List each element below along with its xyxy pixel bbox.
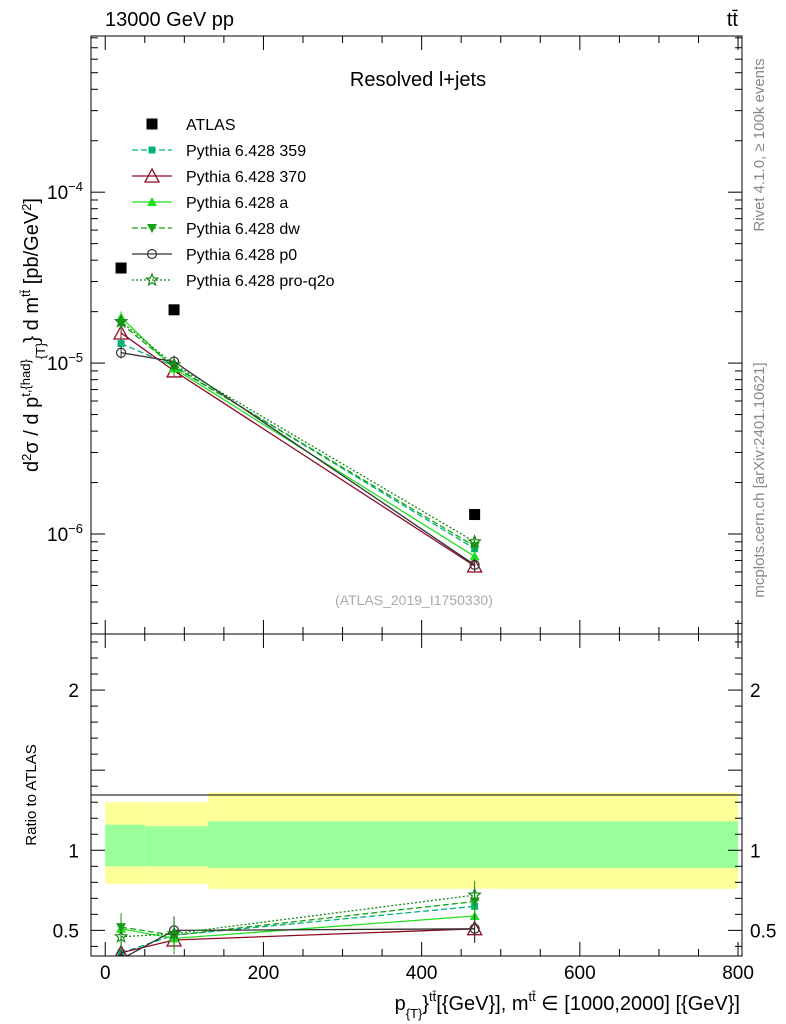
analysis-label: (ATLAS_2019_I1750330)	[335, 592, 493, 608]
legend-label: Pythia 6.428 p0	[186, 247, 297, 264]
plot-title: Resolved l+jets	[350, 69, 486, 91]
ratio-point-p370	[114, 944, 128, 956]
data-point-atlas	[168, 304, 180, 316]
ratio-point-pp0	[469, 923, 480, 934]
ratio-line-pdw	[121, 900, 475, 936]
ratio-point-pq2o	[467, 887, 482, 902]
ratio-plot-frame	[90, 633, 743, 957]
ratio-y-tick-label: 1	[68, 841, 79, 862]
legend-label: Pythia 6.428 359	[186, 143, 306, 160]
ratio-y-tick-label: 1	[750, 841, 761, 862]
data-point-atlas	[469, 509, 481, 521]
legend-label: Pythia 6.428 pro-q2o	[186, 273, 335, 290]
y-tick-label: 10−6	[47, 521, 83, 546]
legend-marker	[143, 167, 161, 183]
y-tick-label: 10−4	[47, 179, 83, 204]
legend-label: ATLAS	[186, 117, 236, 134]
x-tick-label: 200	[248, 963, 280, 984]
legend-label: Pythia 6.428 a	[186, 195, 288, 212]
process-label: tt̄	[727, 9, 739, 31]
ratio-y-tick-label: 0.5	[53, 921, 79, 942]
energy-label: 13000 GeV pp	[105, 9, 234, 31]
ratio-point-pq2o	[166, 925, 182, 940]
series-line-pp0	[120, 352, 475, 566]
legend-label: Pythia 6.428 370	[186, 169, 306, 186]
x-tick-label: 400	[406, 963, 438, 984]
ratio-panel: 0.5 0.5 1 1 2 2 0 200 400 600 800 Ratio to ATLAS p…	[23, 633, 776, 1021]
x-tick-label: 600	[564, 963, 596, 984]
y-tick-label: 10−5	[47, 350, 83, 375]
legend-marker	[144, 272, 160, 287]
data-point-pq2o	[467, 534, 482, 549]
legend-marker	[147, 197, 157, 206]
data-point-pa	[469, 551, 480, 561]
data-point-p370	[466, 557, 483, 573]
legend-label: Pythia 6.428 dw	[186, 221, 300, 238]
series-line-pq2o	[120, 321, 475, 543]
x-tick-label: 0	[100, 963, 111, 984]
x-tick-label: 800	[722, 963, 754, 984]
data-point-p359	[117, 340, 125, 348]
legend-marker	[148, 146, 156, 154]
ratio-y-axis-label: Ratio to ATLAS	[23, 744, 40, 845]
uncertainty-band-inner	[105, 824, 145, 867]
data-point-atlas	[115, 262, 127, 274]
ratio-y-tick-label: 2	[750, 681, 761, 702]
data-point-pp0	[469, 559, 480, 570]
mcplots-label: mcplots.cern.ch [arXiv:2401.10621]	[751, 362, 768, 597]
legend-atlas-marker	[146, 118, 158, 130]
series-line-pa	[120, 316, 475, 557]
x-axis-label: p{T}}tt̄[{GeV}], mtt̄ ∈ [1000,2000] [{Ge…	[395, 989, 740, 1021]
ratio-series-group	[113, 881, 483, 956]
ratio-y-tick-label: 2	[68, 681, 79, 702]
legend: ATLAS Pythia 6.428 359 Pythia 6.428 370 Pyt…	[132, 117, 335, 290]
legend-marker	[146, 248, 158, 260]
uncertainty-band-inner	[144, 826, 209, 867]
main-y-axis-label: d2σ / d pt,{had}{T}} d mtt̄ [pb/GeV2]	[18, 198, 48, 472]
legend-marker	[147, 224, 157, 233]
rivet-label: Rivet 4.1.0, ≥ 100k events	[751, 58, 768, 231]
ratio-y-tick-label: 0.5	[750, 921, 776, 942]
data-point-pq2o	[166, 356, 182, 371]
uncertainty-band-inner	[208, 821, 739, 868]
data-point-p370	[112, 324, 130, 340]
data-point-pq2o	[113, 313, 129, 328]
ratio-point-pq2o	[113, 929, 129, 943]
ratio-point-pp0	[117, 954, 126, 956]
main-panel: 10−6 10−5 10−4 Resolved l+jets (ATLAS_2019…	[18, 35, 743, 635]
data-point-pp0	[115, 347, 127, 358]
